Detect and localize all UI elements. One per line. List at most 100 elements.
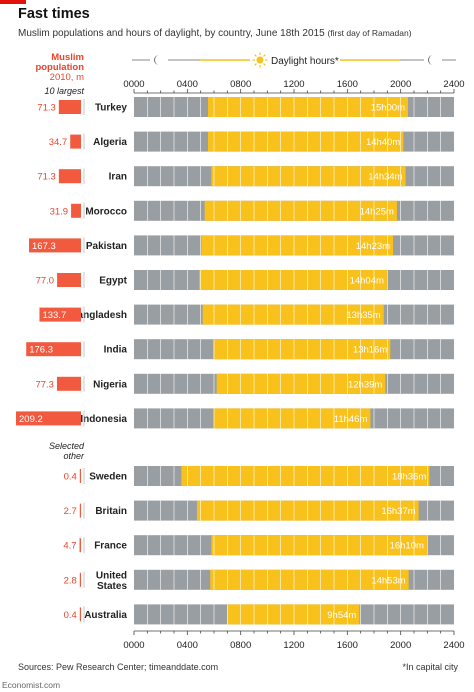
daylight-bar [211, 166, 406, 187]
subtitle-note: (first day of Ramadan) [327, 28, 412, 38]
population-value: 77.3 [35, 379, 54, 390]
daylight-bar [227, 604, 360, 625]
axis-tick-top: 0400 [177, 79, 198, 90]
legend-daylight-label: Daylight hours* [271, 56, 339, 67]
axis-tick-top: 0800 [230, 79, 251, 90]
population-value: 0.4 [64, 472, 77, 483]
population-bar [29, 238, 81, 253]
population-bar [58, 100, 81, 114]
population-value: 209.2 [19, 414, 43, 425]
sun-ray [254, 54, 257, 57]
daylight-bar [216, 373, 386, 394]
daylight-duration-label: 11h46m [334, 414, 368, 425]
population-bar [79, 538, 81, 553]
daylight-duration-label: 14h40m [366, 137, 400, 148]
group-label-selected-line1: Selected [49, 441, 85, 451]
sun-ray [254, 63, 257, 66]
sun-ray [263, 63, 266, 66]
population-bar [79, 607, 81, 622]
country-label: Egypt [99, 276, 127, 287]
axis-tick-bottom: 0400 [177, 640, 198, 651]
population-value: 176.3 [29, 345, 53, 356]
chart-title: Fast times [18, 6, 90, 22]
brand-label: Economist.com [2, 680, 61, 690]
country-label: United [96, 570, 127, 581]
daylight-duration-label: 14h53m [371, 575, 405, 586]
population-value: 2.8 [64, 575, 77, 586]
axis-tick-bottom: 0800 [230, 640, 251, 651]
country-label: Algeria [93, 137, 127, 148]
daylight-duration-label: 14h04m [350, 276, 384, 287]
axis-tick-bottom: 1200 [283, 640, 304, 651]
population-bar [79, 572, 81, 587]
axis-tick-bottom: 0000 [123, 640, 144, 651]
population-value: 4.7 [63, 541, 76, 552]
population-value: 167.3 [32, 241, 56, 252]
daylight-bar [208, 131, 404, 152]
population-value: 0.4 [64, 610, 77, 621]
daylight-bar [196, 500, 419, 521]
country-label: India [104, 345, 128, 356]
population-value: 71.3 [37, 103, 56, 114]
axis-tick-top: 1200 [283, 79, 304, 90]
daylight-bar [201, 235, 394, 256]
axis-tick-bottom: 2000 [390, 640, 411, 651]
country-label: Morocco [85, 206, 127, 217]
axis-tick-bottom: 1600 [337, 640, 358, 651]
daylight-duration-label: 12h39m [348, 379, 382, 390]
country-label: Nigeria [93, 379, 127, 390]
population-bar [58, 169, 81, 184]
moon-icon [154, 55, 159, 65]
population-bar [71, 203, 81, 218]
axis-tick-top: 2000 [390, 79, 411, 90]
daylight-bar [208, 97, 408, 117]
group-label-selected-line2: other [63, 451, 85, 461]
daylight-bar [199, 270, 387, 290]
daylight-bar [210, 569, 409, 590]
country-label: Sweden [89, 472, 127, 483]
daylight-bar [204, 200, 397, 221]
brand-red-bar [0, 0, 26, 4]
daylight-duration-label: 13h16m [353, 345, 387, 356]
population-bar [16, 411, 81, 426]
population-value: 71.3 [37, 172, 56, 183]
daylight-duration-label: 14h23m [356, 241, 390, 252]
daylight-duration-label: 18h36m [392, 472, 426, 483]
population-bar [79, 469, 81, 483]
daylight-bar [213, 339, 391, 360]
daylight-bar [202, 304, 384, 325]
country-label: Turkey [95, 103, 127, 114]
daylight-duration-label: 14h34m [368, 172, 402, 183]
axis-tick-top: 0000 [123, 79, 144, 90]
axis-tick-top: 2400 [443, 79, 464, 90]
population-header-line1: Muslim [51, 52, 84, 63]
population-bar [57, 273, 81, 287]
population-value: 77.0 [36, 276, 55, 287]
footnote: *In capital city [402, 662, 458, 672]
daylight-duration-label: 15h00m [371, 103, 405, 114]
population-bar [56, 376, 81, 391]
daylight-bar [213, 408, 371, 429]
population-bar [26, 342, 81, 357]
daylight-duration-label: 16h37m [381, 506, 415, 517]
population-bar [39, 307, 81, 322]
group-label-largest: 10 largest [44, 86, 84, 96]
country-label: Indonesia [80, 414, 127, 425]
country-label: Britain [95, 506, 127, 517]
axis-tick-bottom: 2400 [443, 640, 464, 651]
population-bar [70, 134, 81, 149]
sun-icon [256, 56, 264, 64]
source-note: Sources: Pew Research Center; timeanddat… [18, 662, 219, 672]
country-label: Pakistan [86, 241, 127, 252]
sun-ray [263, 54, 266, 57]
daylight-bar [181, 466, 430, 486]
country-label: Bangladesh [70, 310, 127, 321]
population-value: 133.7 [42, 310, 66, 321]
population-value: 31.9 [50, 206, 69, 217]
daylight-bar [211, 535, 427, 556]
population-header-line3: 2010, m [50, 72, 84, 83]
population-bar [79, 503, 81, 518]
daylight-duration-label: 14h25m [360, 206, 394, 217]
daylight-duration-label: 9h54m [327, 610, 356, 621]
country-label: States [97, 581, 127, 592]
